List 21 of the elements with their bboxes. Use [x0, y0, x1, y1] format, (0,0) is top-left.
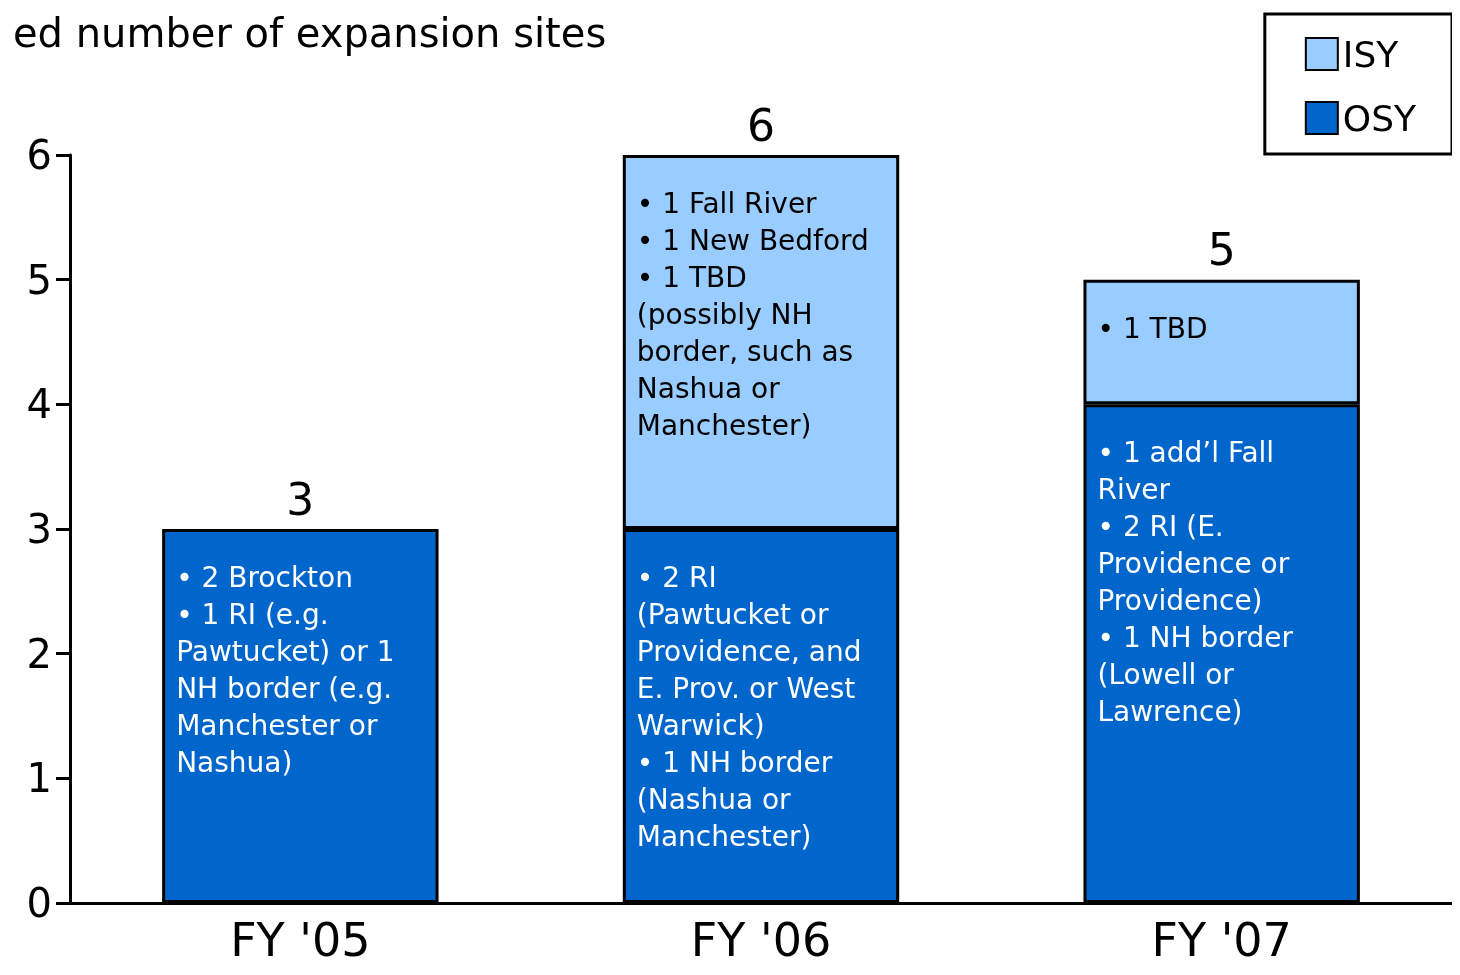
y-tick-label: 6	[26, 132, 52, 178]
total-label: 6	[747, 99, 775, 151]
annotation: • 1 Fall River • 1 New Bedford • 1 TBD (possibly NH border, such as Nashua or Manchester)	[636, 187, 869, 442]
annotation: • 2 RI (Pawtucket or Providence, and E. Prov. or West Warwick) • 1 NH border (Nashua or Manchester)	[636, 561, 871, 853]
annotation: • 1 add’l Fall River • 2 RI (E. Providence or Providence) • 1 NH border (Lowell or Lawrence)	[1097, 436, 1302, 729]
y-tick-label: 0	[26, 880, 52, 926]
y-tick-label: 2	[26, 630, 52, 677]
y-tick-label: 4	[26, 381, 52, 428]
annotation: • 2 Brockton • 1 RI (e.g. Pawtucket) or 1 NH border (e.g. Manchester or Nashua)	[176, 561, 404, 779]
x-tick-label: FY '05	[230, 913, 371, 967]
y-tick-label: 5	[26, 256, 52, 303]
x-tick-label: FY '06	[690, 913, 832, 967]
total-label: 3	[286, 473, 315, 525]
legend-label: ISY	[1342, 33, 1400, 75]
y-tick-label: 1	[26, 755, 52, 802]
chart-title: ed number of expansion sites	[13, 10, 607, 56]
legend-label: OSY	[1342, 97, 1418, 139]
x-tick-label: FY '07	[1151, 913, 1292, 967]
annotation: • 1 TBD	[1097, 311, 1208, 345]
total-label: 5	[1207, 224, 1236, 276]
y-tick-label: 3	[26, 506, 52, 552]
